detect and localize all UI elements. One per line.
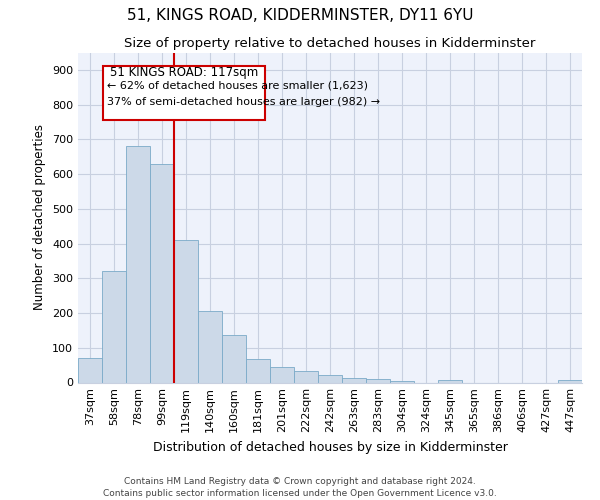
Text: ← 62% of detached houses are smaller (1,623): ← 62% of detached houses are smaller (1,… [107, 80, 368, 90]
Bar [558, 380, 582, 382]
Bar [246, 359, 270, 382]
Title: Size of property relative to detached houses in Kidderminster: Size of property relative to detached ho… [124, 37, 536, 50]
Bar [270, 366, 294, 382]
Bar [102, 272, 126, 382]
Bar [222, 335, 246, 382]
Text: Contains HM Land Registry data © Crown copyright and database right 2024.
Contai: Contains HM Land Registry data © Crown c… [103, 476, 497, 498]
Bar [294, 371, 318, 382]
Bar [150, 164, 174, 382]
Bar [438, 380, 462, 382]
Bar [342, 378, 366, 382]
Text: 51 KINGS ROAD: 117sqm: 51 KINGS ROAD: 117sqm [110, 66, 259, 79]
Bar [198, 310, 222, 382]
Bar [318, 375, 342, 382]
Y-axis label: Number of detached properties: Number of detached properties [34, 124, 46, 310]
FancyBboxPatch shape [103, 66, 265, 120]
Bar [78, 358, 102, 382]
Bar [390, 381, 414, 382]
X-axis label: Distribution of detached houses by size in Kidderminster: Distribution of detached houses by size … [152, 441, 508, 454]
Bar [366, 379, 390, 382]
Text: 37% of semi-detached houses are larger (982) →: 37% of semi-detached houses are larger (… [107, 97, 380, 107]
Bar [126, 146, 150, 382]
Bar [174, 240, 198, 382]
Text: 51, KINGS ROAD, KIDDERMINSTER, DY11 6YU: 51, KINGS ROAD, KIDDERMINSTER, DY11 6YU [127, 8, 473, 22]
